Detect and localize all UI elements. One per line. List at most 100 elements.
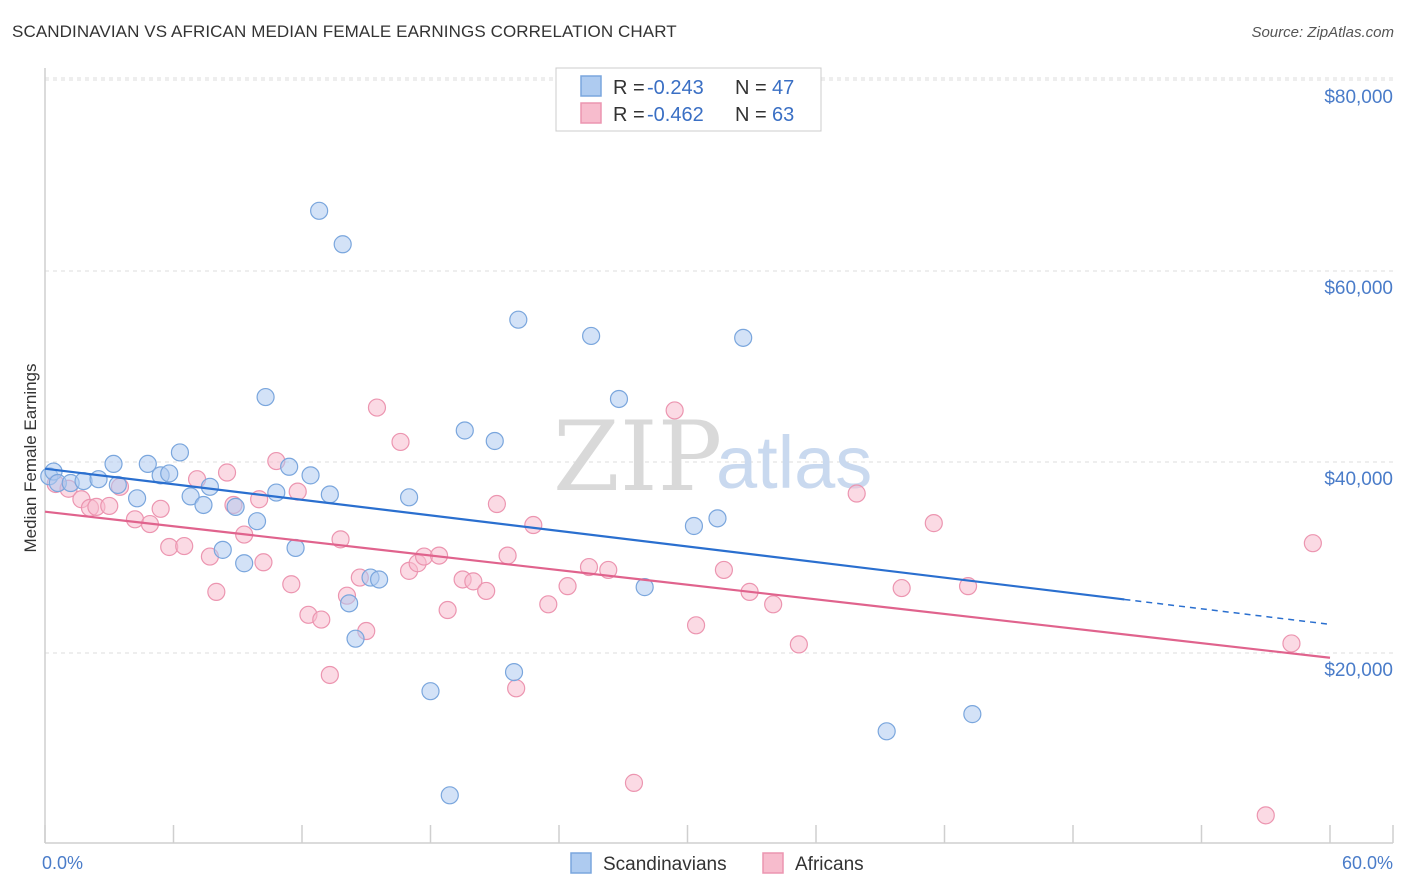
legend-r-value-2: -0.462 [647, 104, 704, 126]
africans-point-45 [558, 577, 577, 596]
africans-point-54 [789, 635, 808, 654]
africans-point-5 [100, 496, 119, 516]
bottom-legend-swatch-scandinavians [570, 852, 592, 874]
legend-r-label-1: R = [613, 77, 645, 99]
africans-trend-line [44, 510, 1331, 659]
scandinavians-point-24 [301, 466, 320, 485]
scandinavians-point-14 [194, 495, 213, 515]
scandinavians-point-39 [582, 326, 601, 346]
africans-point-60 [1282, 634, 1301, 653]
x-tick-label-max: 60.0% [1342, 853, 1393, 873]
scandinavians-point-42 [684, 516, 704, 536]
bottom-legend-swatch-africans [762, 852, 784, 874]
legend-n-value-1: 47 [772, 77, 794, 99]
scandinavians-point-44 [734, 328, 753, 347]
africans-point-55 [847, 484, 866, 503]
scandinavians-point-38 [509, 310, 528, 329]
legend-r-value-1: -0.243 [647, 77, 704, 99]
scandinavians-point-12 [170, 443, 190, 462]
africans-point-9 [151, 499, 170, 518]
scandinavians-point-19 [247, 512, 267, 531]
africans-point-31 [391, 432, 410, 452]
africans-point-11 [175, 536, 194, 556]
africans-point-41 [498, 546, 517, 565]
scandinavians-point-40 [609, 389, 629, 409]
bottom-legend-scandinavians: Scandinavians [603, 854, 727, 875]
scandinavians-point-8 [127, 489, 147, 508]
correlation-legend: R = -0.243 N = 47 R = -0.462 N = 63 [555, 67, 822, 132]
y-tick-label-0: $20,000 [1324, 660, 1393, 681]
scandinavians-point-34 [440, 786, 459, 805]
africans-point-50 [686, 616, 706, 635]
africans-point-56 [892, 578, 911, 598]
africans-point-30 [367, 398, 387, 417]
africans-point-40 [487, 494, 506, 514]
chart-title: SCANDINAVIAN VS AFRICAN MEDIAN FEMALE EA… [12, 22, 677, 41]
legend-r-label-2: R = [613, 104, 645, 126]
legend-n-value-2: 63 [772, 104, 794, 126]
legend-swatch-scandinavians [580, 75, 602, 97]
scandinavians-point-20 [256, 387, 275, 407]
y-tick-label-2: $60,000 [1324, 278, 1393, 299]
scandinavians-point-5 [89, 470, 108, 489]
series-legend: Scandinavians Africans [570, 852, 864, 875]
scandinavians-point-26 [320, 485, 339, 504]
africans-point-21 [282, 575, 301, 594]
scandinavians-points [40, 201, 982, 805]
scandinavians-trend-line [44, 467, 1125, 601]
scandinavians-trend-extension [1124, 598, 1331, 626]
scandinavians-point-43 [708, 509, 727, 528]
africans-point-59 [1256, 806, 1275, 825]
scandinavians-point-17 [226, 497, 245, 516]
scandinavians-point-36 [485, 431, 504, 451]
scandinavians-point-41 [635, 578, 654, 597]
watermark: ZIP atlas [553, 401, 872, 513]
scandinavians-point-29 [346, 629, 365, 648]
africans-point-24 [312, 610, 331, 629]
africans-point-43 [524, 515, 543, 535]
scandinavians-point-13 [181, 487, 200, 506]
legend-swatch-africans [580, 102, 602, 124]
africans-point-49 [665, 401, 684, 420]
africans-point-38 [464, 572, 483, 591]
africans-point-48 [624, 773, 644, 792]
africans-point-14 [207, 582, 226, 601]
legend-n-label-2: N = [735, 104, 767, 126]
watermark-zip: ZIP [553, 401, 722, 513]
scandinavians-point-11 [160, 464, 179, 483]
africans-point-26 [331, 530, 350, 549]
y-axis-label: Median Female Earnings [21, 364, 40, 553]
africans-point-46 [579, 557, 599, 577]
y-tick-label-3: $80,000 [1324, 87, 1393, 108]
africans-point-25 [320, 665, 339, 685]
y-tick-label-1: $40,000 [1324, 469, 1393, 490]
x-tick-label-min: 0.0% [42, 853, 83, 873]
scandinavians-point-9 [138, 454, 157, 474]
y-tick-labels: $20,000 $40,000 $60,000 $80,000 [1324, 87, 1393, 681]
africans-point-61 [1303, 534, 1322, 553]
africans-point-44 [539, 595, 558, 614]
scandinavians-point-16 [213, 540, 232, 559]
africans-point-7 [125, 510, 145, 529]
scandinavians-point-22 [280, 457, 299, 476]
africans-point-36 [438, 600, 457, 620]
scandinavians-point-31 [370, 570, 389, 589]
africans-point-19 [254, 553, 273, 572]
scandinavians-point-35 [455, 421, 474, 440]
scandinavians-point-37 [504, 662, 524, 682]
scandinavians-point-23 [286, 538, 305, 558]
africans-point-42 [507, 679, 526, 698]
scandinavians-point-45 [877, 722, 896, 741]
legend-n-label-1: N = [735, 77, 767, 99]
africans-point-57 [924, 514, 943, 533]
africans-point-15 [217, 463, 237, 482]
scandinavians-point-25 [310, 201, 329, 220]
bottom-legend-africans: Africans [795, 854, 864, 875]
africans-point-39 [477, 581, 496, 601]
scandinavians-point-15 [200, 477, 220, 496]
africans-point-53 [764, 595, 783, 614]
watermark-atlas: atlas [716, 421, 872, 504]
scandinavians-point-6 [104, 454, 123, 474]
scandinavians-point-46 [963, 705, 982, 724]
